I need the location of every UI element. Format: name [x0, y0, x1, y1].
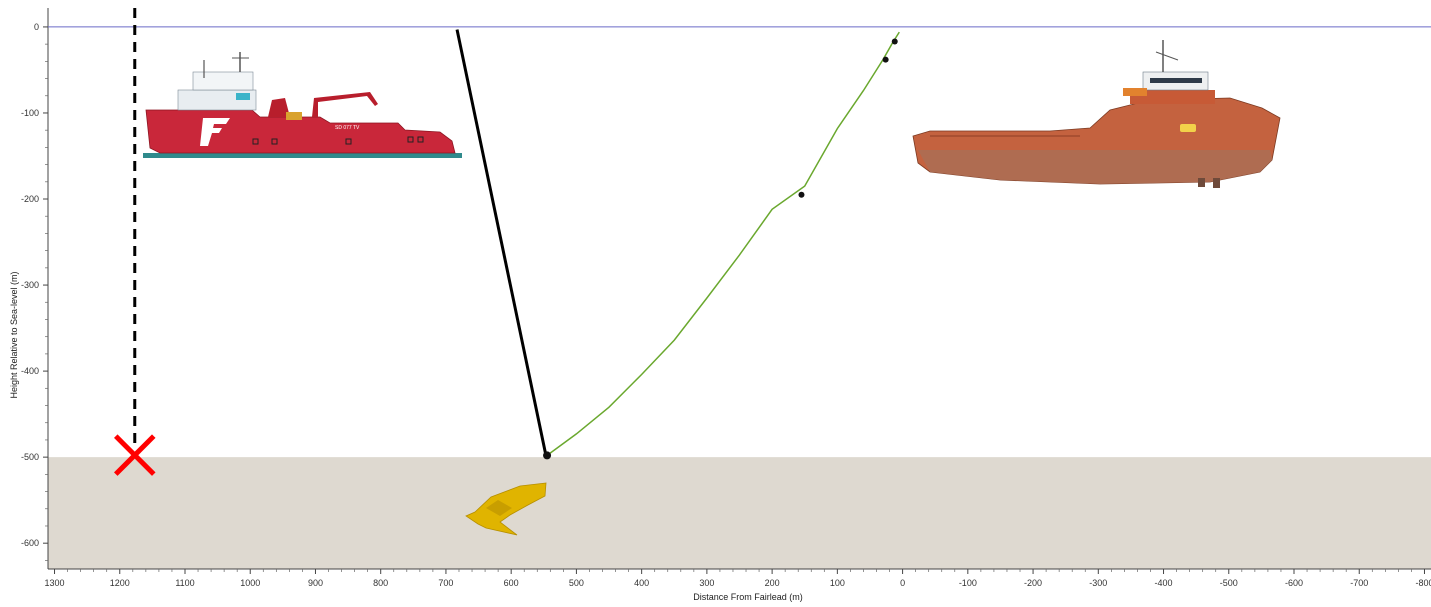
x-tick-label: -300: [1089, 578, 1107, 588]
x-tick-label: 500: [569, 578, 584, 588]
y-tick-label: -200: [21, 194, 39, 204]
seabed-area: [48, 457, 1431, 569]
connection-marker: [891, 38, 898, 45]
ahts-bridge-block: [1130, 90, 1215, 104]
ahts-lower-hull: [918, 150, 1272, 184]
support-vessel: SD 077 TV: [143, 52, 462, 158]
x-tick-label: 1300: [45, 578, 65, 588]
x-tick-label: 1200: [110, 578, 130, 588]
vessel-porthole: [252, 138, 259, 145]
x-tick-label: -500: [1220, 578, 1238, 588]
x-tick-label: -700: [1350, 578, 1368, 588]
ahts-accent: [1123, 88, 1147, 96]
y-tick-label: 0: [34, 22, 39, 32]
y-tick-label: -100: [21, 108, 39, 118]
vessel-deck-box: [286, 112, 302, 120]
mooring-line-markers: [543, 38, 898, 460]
mooring-line: [546, 31, 900, 457]
vessel-logo: [200, 118, 230, 146]
x-tick-label: -200: [1024, 578, 1042, 588]
x-tick-label: -600: [1285, 578, 1303, 588]
target-marker-x: [113, 434, 156, 476]
target-x-stroke: [113, 434, 156, 476]
x-tick-label: 600: [504, 578, 519, 588]
y-axis-title: Height Relative to Sea-level (m): [9, 271, 19, 398]
ahts-thruster: [1213, 178, 1220, 188]
work-wire-line: [455, 29, 548, 455]
y-tick-label: -300: [21, 280, 39, 290]
x-tick-label: 200: [765, 578, 780, 588]
vessel-crane-main: [312, 92, 378, 117]
x-axis-ticks: 1300 1200 1100 1000 900 800 700 600 500 400 300 200…: [45, 569, 1431, 588]
x-tick-label: 0: [900, 578, 905, 588]
ahts-thruster: [1198, 178, 1205, 187]
connection-marker: [543, 451, 552, 460]
x-tick-label: 900: [308, 578, 323, 588]
y-axis-ticks: 0 -100 -200 -300 -400 -500 -600: [21, 22, 48, 561]
x-tick-label: -100: [959, 578, 977, 588]
x-axis-title: Distance From Fairlead (m): [693, 592, 803, 602]
x-tick-label: 100: [830, 578, 845, 588]
vessel-porthole: [345, 138, 352, 145]
vessel-crane-aft: [268, 98, 290, 117]
x-tick-label: 1100: [175, 578, 194, 588]
vessel-accent: [236, 93, 250, 100]
ahts-logo-badge: [1180, 124, 1196, 132]
x-tick-label: 700: [438, 578, 453, 588]
x-tick-label: -400: [1155, 578, 1173, 588]
y-tick-label: -600: [21, 538, 39, 548]
vessel-porthole: [407, 136, 414, 143]
connection-marker: [798, 191, 805, 198]
vessel-bridge-top: [192, 71, 254, 91]
vessel-porthole: [271, 138, 278, 145]
x-tick-label: 1000: [240, 578, 260, 588]
y-tick-label: -400: [21, 366, 39, 376]
x-tick-label: 300: [699, 578, 714, 588]
anchor-fluke: [486, 500, 512, 516]
ahts-mast-arm: [1155, 51, 1179, 61]
y-tick-label: -500: [21, 452, 39, 462]
x-tick-label: 800: [373, 578, 388, 588]
vessel-deck: [143, 153, 462, 158]
x-tick-label: 400: [634, 578, 649, 588]
connection-marker: [882, 56, 889, 63]
vessel-porthole: [417, 136, 424, 143]
vessel-name-label: SD 077 TV: [335, 125, 360, 131]
anchor-handling-vessel: [912, 40, 1281, 188]
ahts-bridge-windows: [1150, 78, 1202, 83]
x-tick-label: -800: [1415, 578, 1431, 588]
